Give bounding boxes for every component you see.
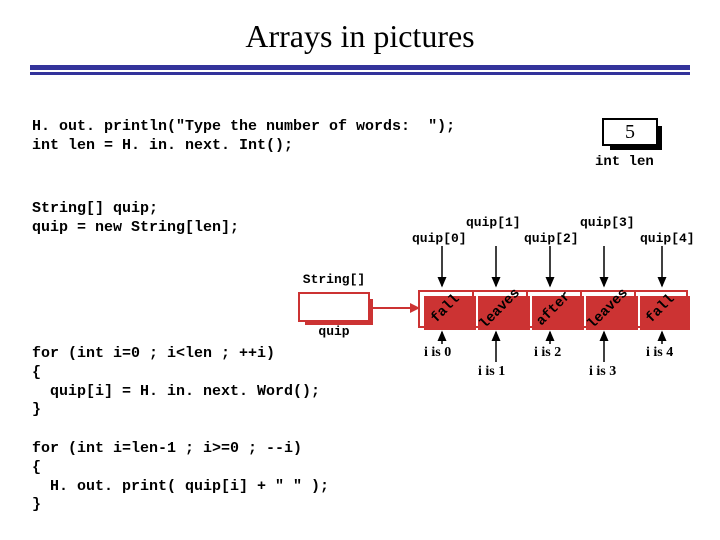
iis-arrows: [418, 330, 698, 366]
array-cell: fall: [418, 290, 472, 328]
array-cell: leaves: [580, 290, 634, 328]
pointer-label-bot: quip: [298, 324, 370, 339]
i-is-label: i is 1: [478, 364, 505, 380]
index-label: quip[1]: [466, 215, 521, 230]
pointer-label-top: String[]: [298, 272, 370, 287]
code-block-2: String[] quip; quip = new String[len];: [32, 200, 239, 238]
code-block-3: for (int i=0 ; i<len ; ++i) { quip[i] = …: [32, 345, 320, 420]
hr-double: [30, 65, 690, 75]
array-cell: after: [526, 290, 580, 328]
i-is-label: i is 3: [589, 364, 616, 380]
value-box-value: 5: [604, 120, 656, 144]
value-box-label: int len: [595, 154, 654, 170]
index-label: quip[4]: [640, 231, 695, 246]
array-cells: fall leaves after leaves fall: [418, 290, 688, 328]
index-arrows: [418, 246, 698, 292]
index-label: quip[3]: [580, 215, 635, 230]
code-block-1: H. out. println("Type the number of word…: [32, 118, 455, 156]
array-cell: leaves: [472, 290, 526, 328]
code-block-4: for (int i=len-1 ; i>=0 ; --i) { H. out.…: [32, 440, 329, 515]
index-label: quip[2]: [524, 231, 579, 246]
pointer-arrow: [370, 300, 420, 320]
value-box-len: 5: [602, 118, 658, 146]
index-label: quip[0]: [412, 231, 467, 246]
array-cell: fall: [634, 290, 688, 328]
page-title: Arrays in pictures: [0, 0, 720, 65]
pointer-box: [298, 292, 370, 322]
